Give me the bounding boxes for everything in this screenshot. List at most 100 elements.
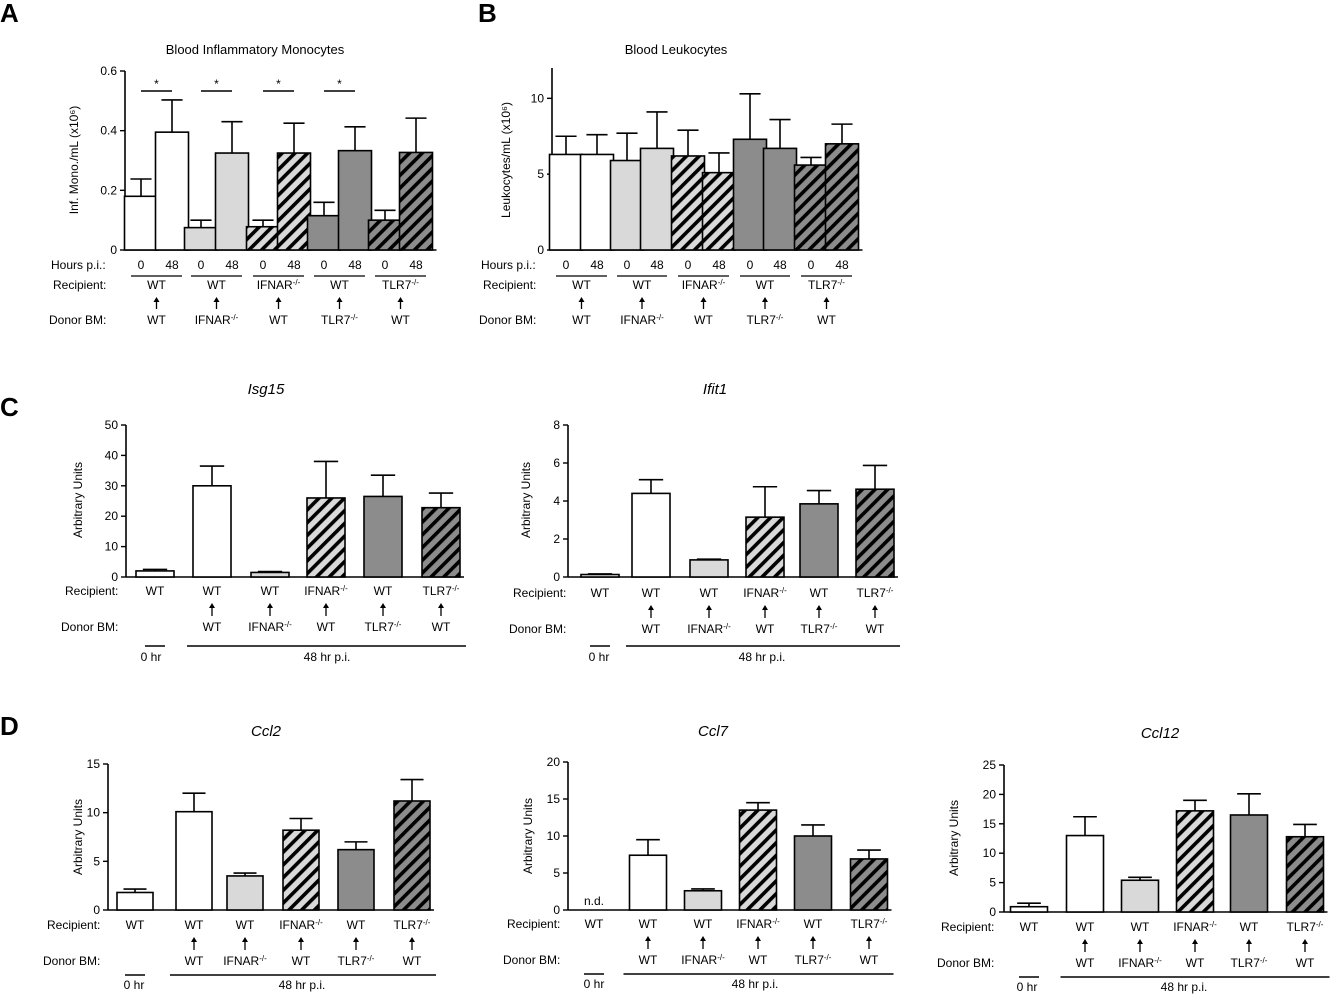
donor-label: TLR7-/- [801,622,838,637]
y-tick-label: 5 [537,167,544,181]
arrow-up-icon [213,297,220,309]
bar [1009,905,1049,913]
bar [363,495,403,578]
bar [683,889,723,911]
bar [1175,810,1215,913]
48hr-label-ccl7: 48 hr p.i. [732,977,779,991]
chart-a: 0 0.2 0.4 0.6 0 48 WT WT * 0 48 WT IFNAR-/- * 0 48 IFNAR… [100,64,437,328]
recipient-label: WT [374,584,393,598]
significance-star: * [154,77,159,91]
bar [398,151,434,251]
hours-label: 48 [348,258,362,272]
recipient-label: WT [810,586,829,600]
bar [421,506,461,578]
arrow-up-icon [1302,939,1308,952]
y-tick-label: 10 [105,540,119,554]
bar [393,800,431,911]
arrow-up-icon [872,605,878,618]
arrow-up-icon [298,937,304,950]
chart-c2: 0 2 4 6 8 WT WT WT WT IFNAR-/- IFNAR-/- WT WT TLR7-/-… [553,418,900,647]
y-tick-label: 0 [110,243,117,257]
recipient-label: IFNAR-/- [743,586,787,601]
y-tick-label: 30 [105,479,119,493]
donor-label: WT [391,313,410,327]
bar [123,195,159,251]
bar [745,516,785,578]
bar [306,214,342,251]
y-tick-label: 4 [553,494,560,508]
arrow-up-icon [323,603,329,616]
arrow-up-icon [578,297,585,309]
y-axis-label-ccl2: Arbitrary Units [71,799,85,875]
y-tick-label: 15 [983,817,997,831]
y-tick-label: 0 [989,905,996,919]
recipient-row-label-ifit1: Recipient: [513,586,566,600]
recipient-label: WT [185,918,204,932]
recipient-row-label-ccl12: Recipient: [941,920,994,934]
recipient-label: WT [347,918,366,932]
arrow-up-icon [397,297,404,309]
donor-label: IFNAR-/- [620,313,664,328]
donor-label: WT [147,313,166,327]
donor-label: TLR7-/- [795,953,832,968]
recipient-row-label-b: Recipient: [483,278,536,292]
y-axis-label-ifit1: Arbitrary Units [519,462,533,538]
arrow-up-icon [353,937,359,950]
donor-label: WT [269,313,288,327]
bar [154,131,190,251]
donor-label: IFNAR-/- [1118,956,1162,971]
recipient-label: TLR7-/- [857,586,894,601]
bar [732,138,768,251]
y-tick-label: 10 [531,91,545,105]
chart-title-ccl7: Ccl7 [698,723,729,740]
donor-label: TLR7-/- [321,313,358,328]
y-tick-label: 0 [111,570,118,584]
arrow-up-icon [409,937,415,950]
y-tick-label: 40 [105,448,119,462]
arrow-up-icon [336,297,343,309]
panel-label-c: C [0,392,19,422]
donor-label: TLR7-/- [747,313,784,328]
hours-label: 48 [712,258,726,272]
bar [609,159,645,251]
recipient-label: WT [694,917,713,931]
chart-d3: 0 5 10 15 20 25 WT WT WT WT IFNAR-/- IFNAR-/- WT WT TL… [983,758,1330,978]
recipient-label: TLR7-/- [423,584,460,599]
donor-label: WT [403,954,422,968]
donor-row-label-isg15: Donor BM: [61,620,118,634]
hours-label: 48 [650,258,664,272]
recipient-label: WT [633,278,652,292]
bar [580,573,620,578]
bar [245,225,281,251]
donor-label: WT [1186,956,1205,970]
arrow-up-icon [209,603,215,616]
significance-star: * [214,77,219,91]
arrow-up-icon [153,297,160,309]
bar [1065,834,1105,913]
donor-label: WT [185,954,204,968]
zero-hr-label-ifit1: 0 hr [589,650,610,664]
bar [337,848,375,911]
recipient-label: IFNAR-/- [682,278,726,293]
y-tick-label: 5 [93,854,100,868]
hours-row-label-b: Hours p.i.: [481,258,536,272]
y-tick-label: 6 [553,456,560,470]
donor-label: TLR7-/- [338,954,375,969]
donor-label: WT [292,954,311,968]
recipient-label: WT [261,584,280,598]
hours-label: 48 [409,258,423,272]
hours-label: 0 [260,258,267,272]
y-tick-label: 15 [547,792,561,806]
chart-title-ccl2: Ccl2 [251,723,282,740]
bar [579,153,615,251]
recipient-label: IFNAR-/- [257,278,301,293]
y-tick-label: 50 [105,418,119,432]
arrow-up-icon [1246,939,1252,952]
donor-label: IFNAR-/- [687,622,731,637]
hours-label: 48 [165,258,179,272]
recipient-label: WT [126,918,145,932]
bar [689,559,729,578]
y-tick-label: 20 [547,755,561,769]
arrow-up-icon [639,297,645,309]
bar [849,858,889,911]
